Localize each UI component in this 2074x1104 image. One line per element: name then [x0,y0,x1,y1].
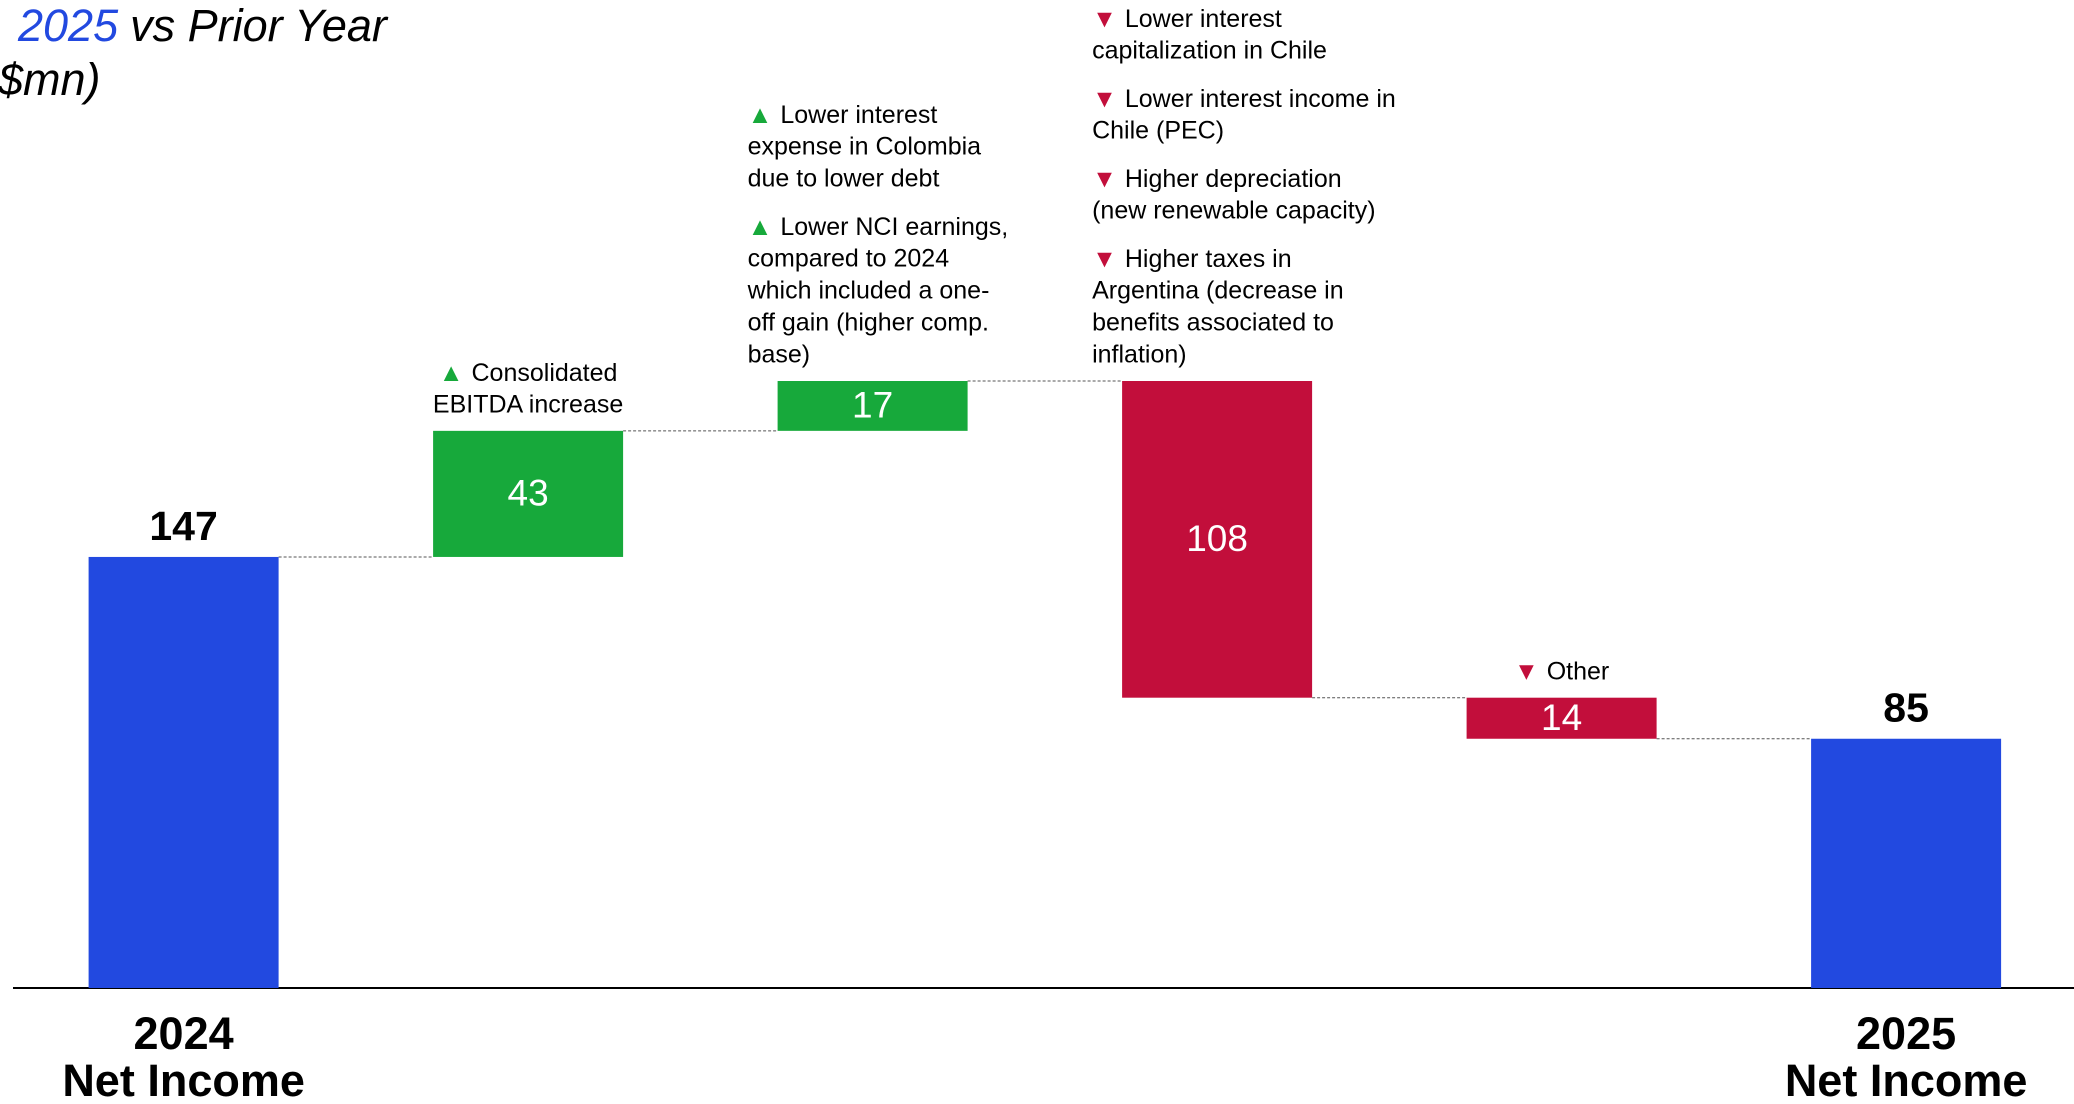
annotation: EBITDA increase [433,390,623,418]
annotation: ▲ Lower interest [748,101,938,129]
annotation: ▲ Consolidated [439,358,618,386]
annotation: capitalization in Chile [1092,37,1327,65]
bar [1122,381,1313,698]
x-tick-label: Net Income [1785,1055,2028,1104]
value-label: 17 [852,385,893,426]
annotation-text: Other [1547,657,1610,685]
annotation: ▼ Other [1514,657,1609,685]
annotation-text: Higher taxes in [1125,245,1292,273]
annotation: off gain (higher comp. [748,309,989,337]
annotation: Chile (PEC) [1092,117,1224,145]
annotation: ▼ Lower interest [1092,5,1282,33]
annotation-text: Lower interest [1125,5,1282,33]
title-rest: vs Prior Year [130,0,389,51]
bar [433,430,624,557]
chart-title: 2025 vs Prior Year [17,0,389,51]
title-highlight: 2025 [17,0,119,51]
annotation-text: Lower interest [780,101,937,129]
annotation-text: Consolidated [472,358,618,386]
bar [88,556,279,988]
annotation: which included a one- [747,277,990,305]
bar [777,381,968,431]
annotation: compared to 2024 [748,245,950,273]
x-tick-label: 2025 [1856,1008,1956,1059]
annotation: ▼ Higher depreciation [1092,165,1342,193]
annotation: base) [748,341,811,369]
value-label: 147 [149,503,217,549]
annotation-marker: ▲ [439,358,464,386]
annotation-marker: ▼ [1514,657,1539,685]
value-label: 43 [508,473,549,514]
annotation-marker: ▼ [1092,245,1117,273]
bar [1466,697,1657,739]
annotation-text: Higher depreciation [1125,165,1342,193]
annotation: inflation) [1092,341,1187,369]
annotation-marker: ▲ [748,213,773,241]
annotation-marker: ▲ [748,101,773,129]
annotation: ▲ Lower NCI earnings, [748,213,1009,241]
annotation-marker: ▼ [1092,85,1117,113]
annotation: Argentina (decrease in [1092,277,1344,305]
annotation: (new renewable capacity) [1092,197,1375,225]
x-tick-label: 2024 [134,1008,234,1059]
value-label: 108 [1186,518,1248,559]
chart-subtitle: $mn) [0,54,101,105]
x-tick-label: Net Income [62,1055,305,1104]
annotation-marker: ▼ [1092,165,1117,193]
annotation: due to lower debt [748,165,940,193]
bar [1811,738,2002,988]
annotation: benefits associated to [1092,309,1334,337]
annotation: ▼ Higher taxes in [1092,245,1292,273]
value-label: 14 [1541,697,1582,738]
annotation-marker: ▼ [1092,5,1117,33]
value-label: 85 [1883,685,1929,731]
annotation: expense in Colombia [748,133,982,161]
annotation-text: Lower NCI earnings, [780,213,1008,241]
annotation-text: Lower interest income in [1125,85,1396,113]
annotation: ▼ Lower interest income in [1092,85,1396,113]
